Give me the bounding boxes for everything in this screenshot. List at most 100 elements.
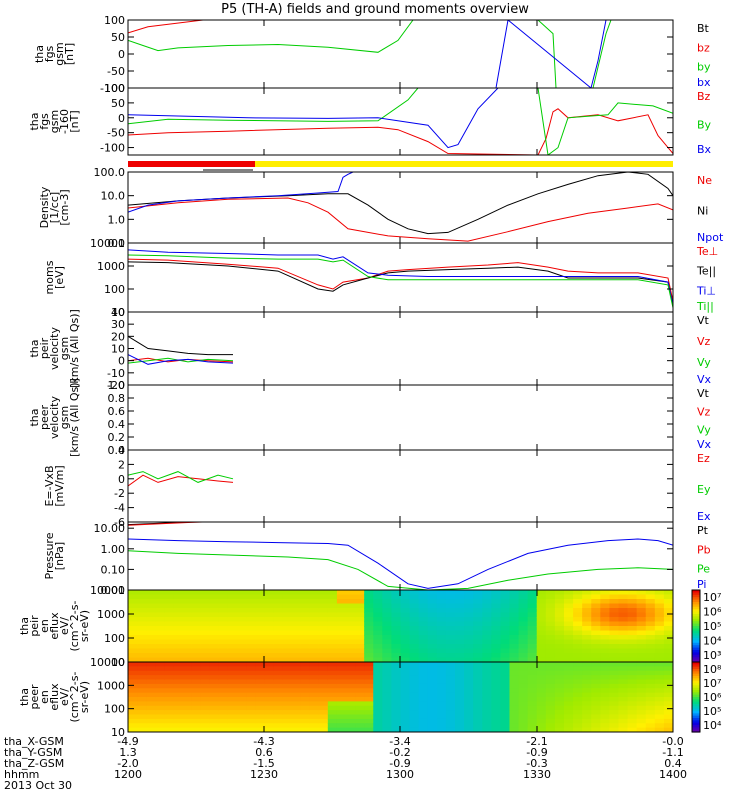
spectrogram-cell — [418, 705, 429, 711]
spectrogram-cell — [654, 723, 665, 729]
spectrogram-cell — [564, 626, 574, 632]
spectrogram-cell — [373, 590, 383, 596]
spectrogram-cell — [500, 675, 511, 681]
spectrogram-cell — [273, 626, 284, 632]
spectrogram-cell — [509, 644, 520, 650]
spectrogram-cell — [663, 590, 673, 596]
spectrogram-cell — [409, 639, 420, 645]
spectrogram-cell — [636, 594, 647, 600]
spectrogram-cell — [636, 612, 647, 618]
spectrogram-cell — [291, 683, 302, 689]
spectrogram-cell — [246, 723, 256, 729]
spectrogram-cell — [237, 679, 247, 685]
spectrogram-cell — [455, 635, 465, 641]
spectrogram-cell — [373, 644, 383, 650]
spectrogram-cell — [427, 612, 438, 618]
y-axis-label: tha — [28, 112, 41, 130]
spectrogram-cell — [191, 679, 202, 685]
spectrogram-cell — [536, 621, 547, 627]
spectrogram-cell — [346, 648, 356, 654]
spectrogram-cell — [128, 644, 138, 650]
spectrogram-cell — [600, 670, 611, 676]
spectrogram-cell — [536, 692, 547, 698]
spectrogram-cell — [663, 666, 673, 672]
spectrogram-cell — [264, 639, 274, 645]
spectrogram-cell — [200, 723, 211, 729]
spectrogram-cell — [518, 679, 529, 685]
spectrogram-cell — [473, 679, 483, 685]
spectrogram-cell — [536, 657, 547, 662]
spectrogram-cell — [518, 662, 529, 667]
spectrogram-cell — [536, 701, 547, 707]
spectrogram-cell — [455, 727, 465, 732]
spectrogram-cell — [482, 603, 492, 609]
spectrogram-cell — [155, 648, 165, 654]
spectrogram-cell — [400, 679, 411, 685]
y-tick-label: 10 — [111, 656, 125, 669]
spectrogram-cell — [582, 710, 592, 716]
spectrogram-cell — [346, 701, 356, 707]
spectrogram-cell — [573, 675, 583, 681]
spectrogram-cell — [527, 617, 538, 623]
spectrogram-cell — [418, 723, 429, 729]
spectrogram-cell — [327, 635, 338, 641]
spectrogram-cell — [291, 599, 302, 605]
y-axis-label: sr-eV) — [78, 610, 91, 642]
spectrogram-cell — [400, 714, 411, 720]
spectrogram-cell — [627, 653, 638, 659]
spectrogram-cell — [391, 617, 402, 623]
colorbar-tick-label: 10⁵ — [703, 705, 721, 718]
spectrogram-cell — [582, 727, 592, 732]
spectrogram-cell — [264, 692, 274, 698]
spectrogram-cell — [436, 714, 447, 720]
spectrogram-cell — [382, 599, 393, 605]
spectrogram-cell — [491, 603, 502, 609]
spectrogram-cell — [391, 683, 402, 689]
colorbar-cell — [692, 699, 700, 703]
spectrogram-cell — [536, 679, 547, 685]
spectrogram-cell — [536, 710, 547, 716]
spectrogram-cell — [164, 626, 175, 632]
spectrogram-cell — [491, 666, 502, 672]
spectrogram-cell — [273, 675, 284, 681]
spectrogram-cell — [509, 653, 520, 659]
spectrogram-cell — [200, 705, 211, 711]
spectrogram-cell — [473, 701, 483, 707]
spectrogram-cell — [436, 612, 447, 618]
spectrogram-cell — [391, 714, 402, 720]
colorbar-cell — [692, 678, 700, 682]
spectrogram-cell — [582, 697, 592, 702]
spectrogram-cell — [227, 653, 238, 659]
spectrogram-cell — [627, 612, 638, 618]
spectrogram-cell — [645, 723, 656, 729]
spectrogram-cell — [346, 683, 356, 689]
spectrogram-cell — [636, 644, 647, 650]
spectrogram-cell — [445, 644, 456, 650]
spectrogram-cell — [327, 697, 338, 702]
spectrogram-cell — [600, 599, 611, 605]
spectrogram-cell — [355, 679, 365, 685]
spectrogram-cell — [173, 670, 184, 676]
spectrogram-cell — [509, 692, 520, 698]
spectrogram-cell — [200, 635, 211, 641]
spectrogram-cell — [137, 697, 147, 702]
spectrogram-cell — [545, 608, 556, 614]
spectrogram-cell — [473, 662, 483, 667]
spectrogram-cell — [509, 635, 520, 641]
spectrogram-cell — [191, 688, 202, 694]
spectrogram-cell — [182, 635, 193, 641]
spectrogram-cell — [364, 675, 374, 681]
spectrogram-cell — [191, 590, 202, 596]
spectrogram-cell — [500, 644, 511, 650]
spectrogram-cell — [264, 662, 274, 667]
spectrogram-cell — [409, 648, 420, 654]
spectrogram-cell — [155, 705, 165, 711]
spectrogram-cell — [509, 714, 520, 720]
spectrogram-cell — [464, 701, 474, 707]
spectrogram-cell — [300, 679, 311, 685]
spectrogram-cell — [609, 657, 620, 662]
spectrogram-cell — [300, 612, 311, 618]
spectrogram-cell — [445, 648, 456, 654]
spectrogram-cell — [155, 670, 165, 676]
spectrogram-cell — [255, 617, 265, 623]
